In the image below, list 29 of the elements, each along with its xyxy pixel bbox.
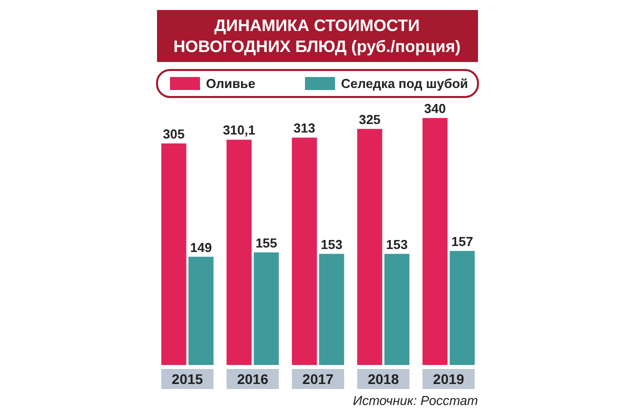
x-tick-label: 2017: [302, 371, 334, 387]
x-tick-label: 2019: [433, 371, 464, 387]
x-tick-label: 2015: [172, 371, 204, 387]
data-label: 340: [424, 101, 446, 116]
data-label: 149: [190, 240, 212, 255]
data-label: 153: [386, 236, 408, 252]
data-label: 155: [255, 235, 278, 250]
data-label: 153: [320, 236, 342, 252]
legend-label: Оливье: [206, 76, 256, 91]
bar: [422, 118, 448, 365]
bar: [357, 128, 382, 365]
data-label: 325: [358, 112, 381, 127]
bar: [254, 252, 279, 365]
x-tick-label: 2016: [237, 371, 268, 387]
data-label: 310,1: [222, 122, 256, 138]
bar: [161, 143, 186, 365]
bar: [384, 254, 410, 365]
bar: [319, 254, 344, 365]
x-tick-label: 2018: [368, 371, 400, 387]
data-label: 305: [162, 126, 185, 142]
data-label: 157: [451, 234, 474, 249]
chart-title: ДИНАМИКА СТОИМОСТИ НОВОГОДНИХ БЛЮД (руб./порция): [173, 17, 461, 56]
text: Источник: Росстат: [352, 393, 478, 408]
data-label: 313: [294, 120, 316, 136]
bar: [450, 250, 475, 365]
bar: [188, 256, 214, 365]
bar: [292, 138, 317, 365]
legend-label: Селедка под шубой: [341, 76, 468, 91]
bar: [226, 140, 252, 365]
